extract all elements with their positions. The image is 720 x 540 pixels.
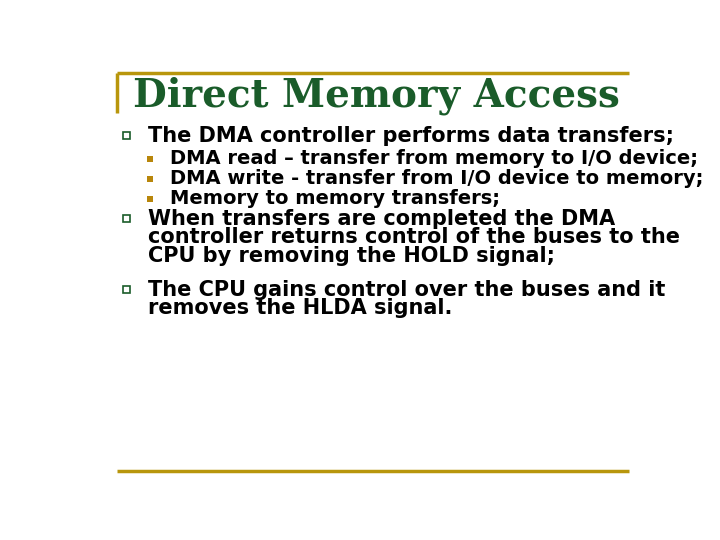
Text: The CPU gains control over the buses and it: The CPU gains control over the buses and… (148, 280, 665, 300)
Bar (147, 176, 153, 182)
Text: The DMA controller performs data transfers;: The DMA controller performs data transfe… (148, 126, 674, 146)
Bar (122, 132, 130, 139)
Text: DMA read – transfer from memory to I/O device;: DMA read – transfer from memory to I/O d… (170, 149, 698, 168)
Text: Memory to memory transfers;: Memory to memory transfers; (170, 190, 500, 208)
Bar (122, 286, 130, 293)
Bar (147, 156, 153, 162)
Text: controller returns control of the buses to the: controller returns control of the buses … (148, 227, 680, 247)
Text: CPU by removing the HOLD signal;: CPU by removing the HOLD signal; (148, 246, 555, 266)
Text: removes the HLDA signal.: removes the HLDA signal. (148, 298, 452, 318)
Text: When transfers are completed the DMA: When transfers are completed the DMA (148, 209, 616, 229)
Text: DMA write - transfer from I/O device to memory;: DMA write - transfer from I/O device to … (170, 169, 703, 188)
Bar (122, 215, 130, 222)
Text: Direct Memory Access: Direct Memory Access (132, 76, 619, 115)
Bar (147, 195, 153, 202)
